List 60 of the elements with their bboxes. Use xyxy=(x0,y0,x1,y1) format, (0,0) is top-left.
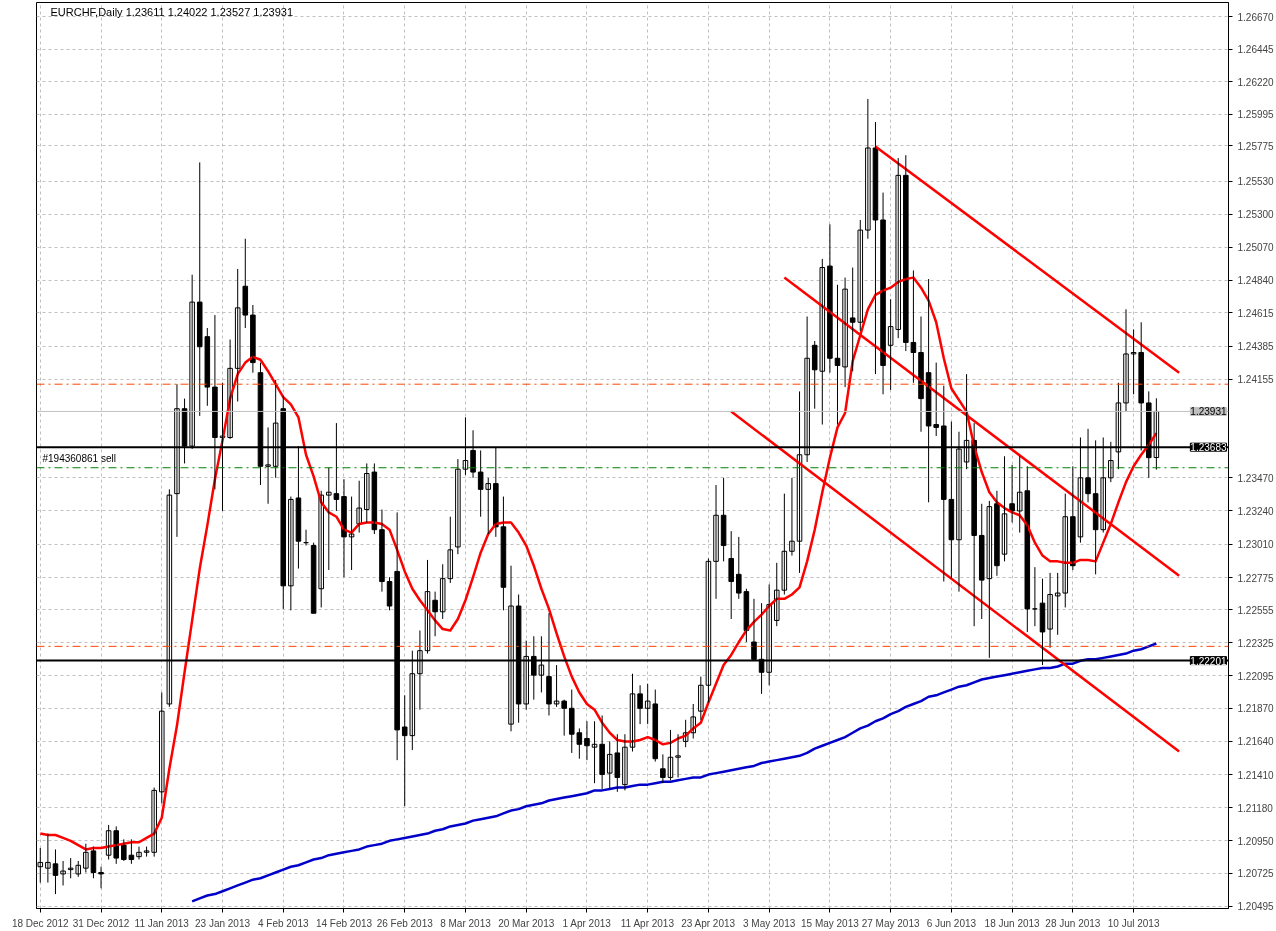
y-tick-label: 1.26670 xyxy=(1237,11,1275,23)
y-tick-label: 1.25530 xyxy=(1237,176,1275,188)
chart-title: EURCHF,Daily 1.23611 1.24022 1.23527 1.23931 xyxy=(50,5,294,18)
x-tick-label: 15 May 2013 xyxy=(800,917,860,929)
y-tick-label: 1.21870 xyxy=(1237,703,1275,715)
candlestick xyxy=(781,493,788,595)
y-tick-label: 1.24155 xyxy=(1237,374,1275,386)
x-tick-label: 8 Mar 2013 xyxy=(440,917,492,929)
y-tick-label: 1.22095 xyxy=(1237,670,1275,682)
x-tick-label: 18 Jun 2013 xyxy=(984,917,1041,929)
x-tick-label: 6 Jun 2013 xyxy=(926,917,977,929)
y-tick-label: 1.25070 xyxy=(1237,242,1275,254)
y-tick-label: 1.20495 xyxy=(1237,901,1275,913)
candlestick xyxy=(675,733,681,778)
x-tick-label: 27 May 2013 xyxy=(861,917,920,929)
y-tick-label: 1.22775 xyxy=(1237,572,1275,584)
x-tick-label: 23 Jan 2013 xyxy=(194,917,251,929)
candlestick xyxy=(698,676,704,721)
x-tick-label: 3 May 2013 xyxy=(743,917,796,929)
x-tick-label: 18 Dec 2012 xyxy=(11,917,70,929)
ref-line-label: 1.23683 xyxy=(1190,442,1227,454)
ref-line-label: 1.23931 xyxy=(1190,406,1227,418)
y-tick-label: 1.26445 xyxy=(1237,44,1275,56)
x-tick-label: 20 Mar 2013 xyxy=(498,917,555,929)
ref-line-label: 1.22201 xyxy=(1190,655,1227,667)
y-tick-label: 1.24615 xyxy=(1237,307,1275,319)
x-tick-label: 10 Jul 2013 xyxy=(1107,917,1160,929)
ref-line-label: #194360861 sell xyxy=(42,452,116,464)
y-tick-label: 1.21640 xyxy=(1237,736,1275,748)
y-tick-label: 1.26220 xyxy=(1237,76,1275,88)
y-tick-label: 1.21180 xyxy=(1237,802,1274,814)
candlestick xyxy=(728,530,734,620)
x-tick-label: 31 Dec 2012 xyxy=(72,917,130,929)
candlestick xyxy=(1054,572,1061,636)
x-tick-label: 14 Feb 2013 xyxy=(315,917,373,929)
x-tick-label: 11 Jan 2013 xyxy=(134,917,190,929)
x-tick-label: 11 Apr 2013 xyxy=(620,917,675,929)
y-tick-label: 1.22325 xyxy=(1237,637,1275,649)
y-tick-label: 1.20725 xyxy=(1237,868,1275,880)
candlestick xyxy=(447,516,454,584)
y-tick-label: 1.23240 xyxy=(1237,505,1275,517)
y-tick-label: 1.25995 xyxy=(1237,109,1275,121)
y-tick-label: 1.23010 xyxy=(1237,539,1275,551)
line-series xyxy=(190,642,1158,903)
y-tick-label: 1.25775 xyxy=(1237,140,1275,152)
x-tick-label: 28 Jun 2013 xyxy=(1045,917,1101,929)
y-tick-label: 1.25300 xyxy=(1237,209,1275,221)
y-tick-label: 1.24385 xyxy=(1237,341,1275,353)
candlestick xyxy=(288,496,294,611)
y-tick-label: 1.22555 xyxy=(1237,604,1275,616)
x-tick-label: 26 Feb 2013 xyxy=(376,917,434,929)
y-tick-label: 1.24840 xyxy=(1237,275,1275,287)
y-tick-label: 1.20950 xyxy=(1237,835,1275,847)
y-tick-label: 1.21410 xyxy=(1237,769,1275,781)
x-tick-label: 1 Apr 2013 xyxy=(562,917,612,929)
candlestick xyxy=(348,496,355,571)
x-tick-label: 4 Feb 2013 xyxy=(257,917,309,929)
candlestick xyxy=(720,477,727,562)
y-tick-label: 1.23470 xyxy=(1237,472,1275,484)
x-tick-label: 23 Apr 2013 xyxy=(681,917,736,929)
